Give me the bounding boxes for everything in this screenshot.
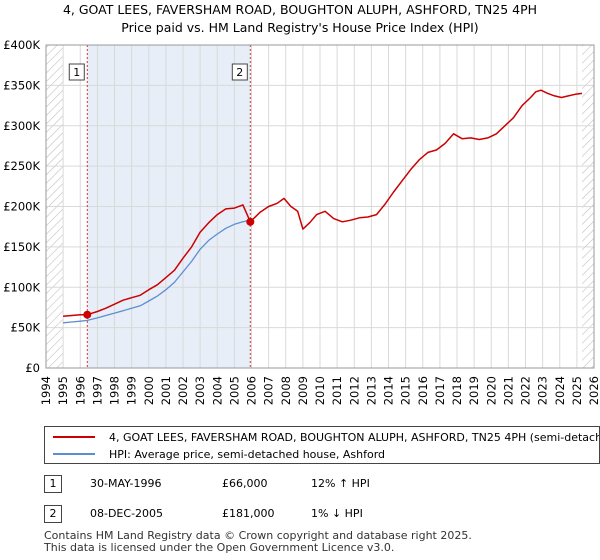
chart-title: 4, GOAT LEES, FAVERSHAM ROAD, BOUGHTON A… (62, 2, 538, 17)
x-tick-label: 2020 (484, 376, 498, 405)
x-tick-label: 2015 (399, 376, 413, 405)
transaction-price: £66,000 (222, 477, 268, 490)
x-tick-label: 1997 (90, 376, 104, 405)
x-tick-label: 2002 (176, 376, 190, 405)
x-tick-label: 2010 (313, 376, 327, 405)
y-tick-label: £400K (3, 38, 40, 52)
x-tick-label: 1995 (56, 376, 70, 405)
x-tick-label: 2026 (587, 376, 600, 405)
x-tick-label: 2005 (227, 376, 241, 405)
price-chart: £0 £50K £100K £150K £200K £250K £300K £350K £400… (3, 38, 600, 405)
x-tick-label: 2018 (450, 376, 464, 405)
x-tick-label: 2023 (536, 376, 550, 405)
x-tick-label: 1996 (73, 376, 87, 405)
x-tick-label: 1994 (39, 376, 53, 405)
x-tick-label: 2025 (570, 376, 584, 405)
transaction-point (83, 310, 92, 319)
footer-license: This data is licensed under the Open Gov… (44, 541, 395, 554)
legend-swatch-price (53, 436, 95, 438)
legend-label-hpi: HPI: Average price, semi-detached house,… (109, 447, 386, 461)
transaction-hpi-change: 12% ↑ HPI (311, 477, 370, 490)
transaction-marker: 2 (44, 505, 62, 523)
x-tick-label: 1999 (125, 376, 139, 405)
x-tick-label: 2017 (433, 376, 447, 405)
x-tick-label: 2021 (501, 376, 515, 405)
hpi-line (63, 219, 251, 324)
x-tick-label: 2024 (553, 376, 567, 405)
price-paid-line (63, 89, 583, 318)
transaction-label: 1 (73, 66, 80, 79)
y-tick-label: £50K (11, 321, 41, 335)
transaction-point (246, 217, 255, 226)
x-tick-label: 2014 (382, 376, 396, 405)
x-tick-label: 2012 (347, 376, 361, 405)
y-tick-label: £150K (3, 240, 40, 254)
x-tick-label: 2019 (467, 376, 481, 405)
transaction-label-box (231, 63, 248, 81)
y-tick-label: £0 (25, 361, 40, 375)
legend: 4, GOAT LEES, FAVERSHAM ROAD, BOUGHTON A… (44, 426, 600, 464)
legend-item-hpi: HPI: Average price, semi-detached house,… (53, 445, 385, 463)
x-tick-label: 2009 (296, 376, 310, 405)
x-tick-label: 2007 (262, 376, 276, 405)
chart-subtitle: Price paid vs. HM Land Registry's House … (121, 20, 479, 35)
x-tick-label: 2008 (279, 376, 293, 405)
transaction-label: 2 (236, 66, 243, 79)
x-tick-label: 2006 (245, 376, 259, 405)
x-tick-label: 2000 (142, 376, 156, 405)
plot-border (45, 44, 595, 369)
x-tick-label: 2001 (159, 376, 173, 405)
footer: Contains HM Land Registry data © Crown c… (44, 530, 472, 554)
x-tick-label: 2016 (416, 376, 430, 405)
transaction-hpi-change: 1% ↓ HPI (311, 507, 363, 520)
legend-swatch-hpi (53, 453, 95, 455)
transaction-date: 30-MAY-1996 (90, 477, 162, 490)
y-tick-label: £250K (3, 159, 40, 173)
legend-item-price: 4, GOAT LEES, FAVERSHAM ROAD, BOUGHTON A… (53, 428, 599, 446)
transaction-label-box (68, 63, 85, 81)
x-tick-label: 1998 (108, 376, 122, 405)
footer-copyright: Contains HM Land Registry data © Crown c… (44, 529, 472, 542)
x-tick-label: 2022 (519, 376, 533, 405)
transaction-date: 08-DEC-2005 (90, 507, 164, 520)
x-tick-label: 2013 (364, 376, 378, 405)
transaction-price: £181,000 (222, 507, 275, 520)
y-tick-label: £300K (3, 119, 40, 133)
y-tick-label: £200K (3, 200, 40, 214)
transaction-marker: 1 (44, 475, 62, 493)
x-tick-label: 2003 (193, 376, 207, 405)
y-tick-label: £100K (3, 280, 40, 294)
legend-label-price: 4, GOAT LEES, FAVERSHAM ROAD, BOUGHTON A… (109, 430, 599, 444)
x-tick-label: 2004 (210, 376, 224, 405)
x-tick-label: 2011 (330, 376, 344, 405)
y-tick-label: £350K (3, 78, 40, 92)
